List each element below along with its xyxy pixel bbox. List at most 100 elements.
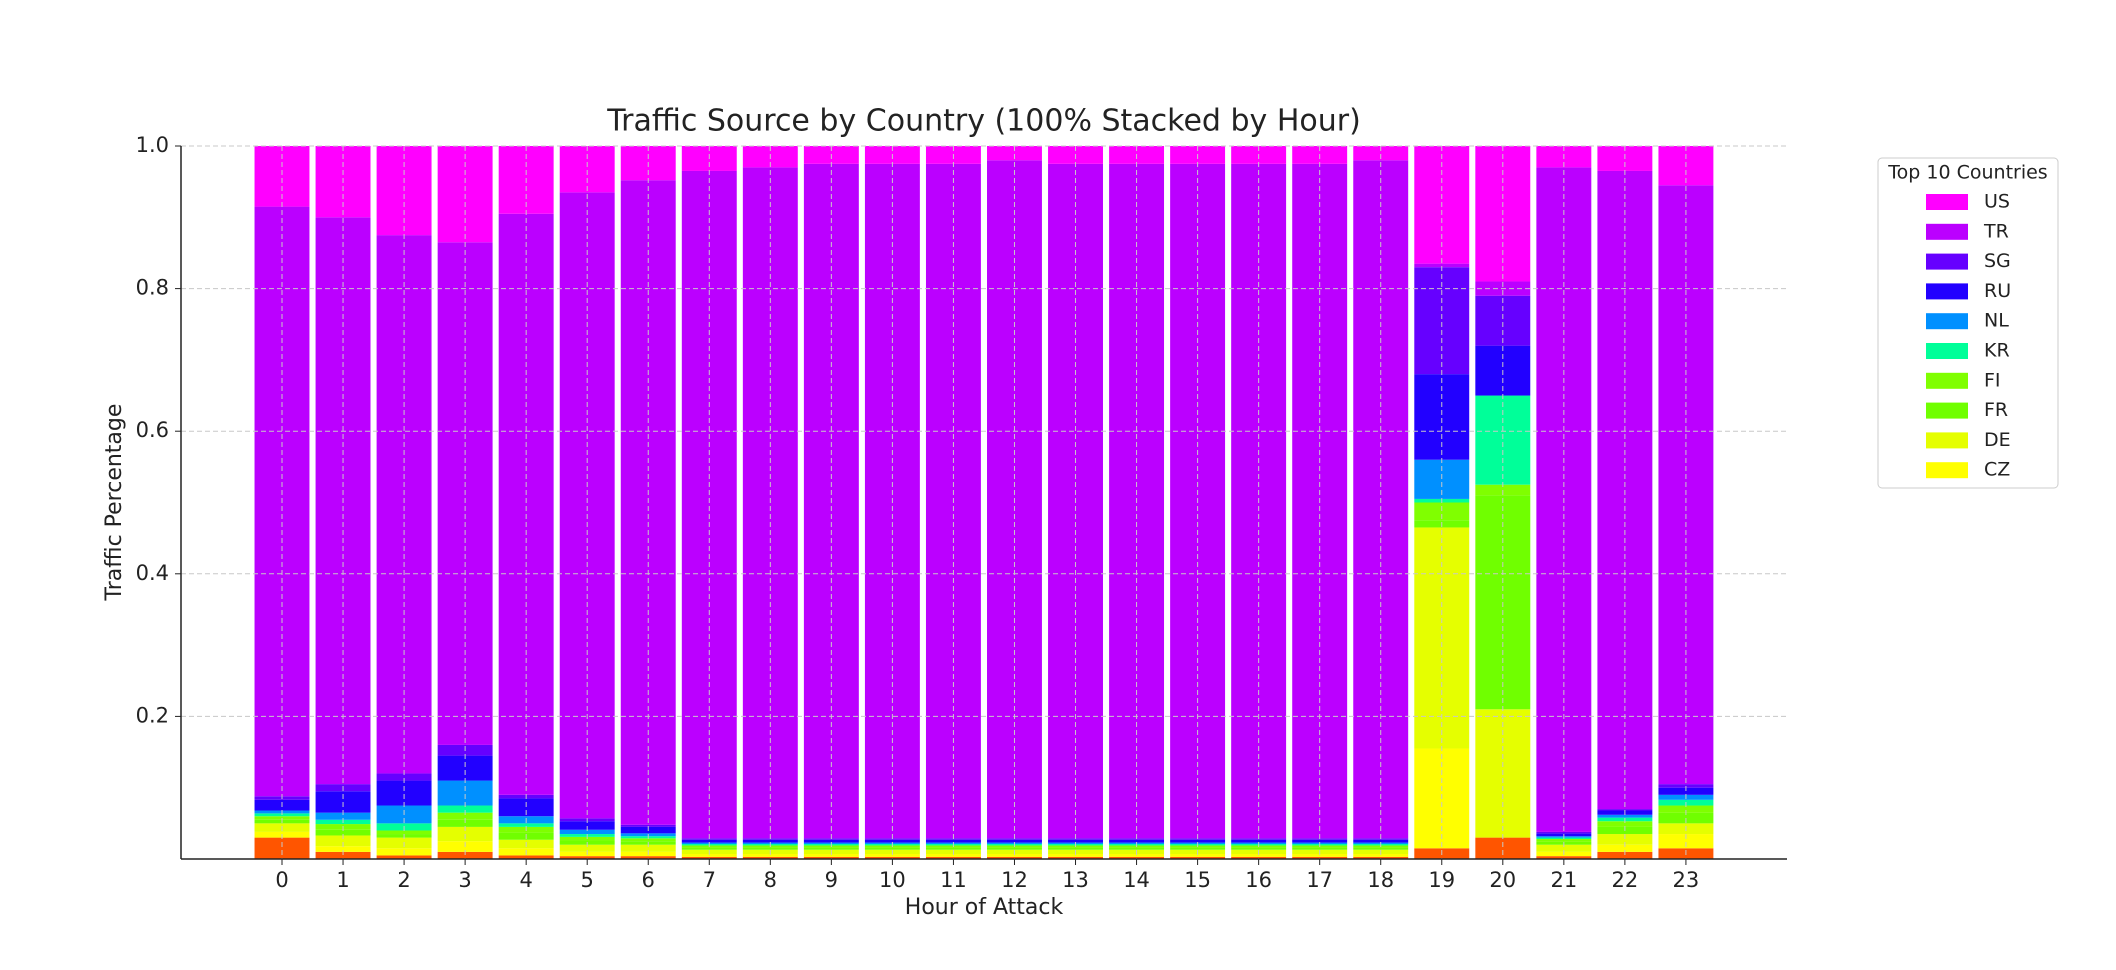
bar-segment xyxy=(437,805,493,813)
bar-segment xyxy=(1414,502,1470,521)
bar-segment xyxy=(1414,263,1470,268)
x-tick-label: 15 xyxy=(1184,868,1211,892)
bar-segment xyxy=(498,855,554,859)
x-tick-label: 18 xyxy=(1367,868,1394,892)
y-axis-label: Traffic Percentage xyxy=(102,404,127,602)
bar-segment xyxy=(1048,838,1103,840)
bar-segment xyxy=(1109,856,1165,859)
bar-segment xyxy=(1170,839,1226,843)
bar-segment xyxy=(803,854,859,857)
bar-segment xyxy=(925,854,981,857)
bar-segment xyxy=(498,798,554,817)
bar-segment xyxy=(1231,839,1287,843)
x-tick-label: 19 xyxy=(1428,868,1455,892)
bar-segment xyxy=(1292,856,1348,859)
bar-segment xyxy=(1231,847,1287,850)
bar-segment xyxy=(925,839,981,843)
bar-segment xyxy=(1292,854,1348,857)
bar-segment xyxy=(559,146,615,193)
legend-title: Top 10 Countries xyxy=(1887,162,2047,184)
bar-segment xyxy=(315,791,371,813)
y-tick-label: 0.6 xyxy=(136,418,169,442)
bar-segment xyxy=(1475,837,1531,859)
x-tick-label: 11 xyxy=(940,868,967,892)
bar-segment xyxy=(864,847,920,850)
bar-segment xyxy=(681,839,737,843)
bar-segment xyxy=(987,856,1042,859)
y-tick-label: 0.8 xyxy=(136,276,169,300)
y-tick-label: 0.2 xyxy=(136,703,169,727)
bar-segment xyxy=(1109,854,1165,857)
bar-segment xyxy=(925,856,981,859)
bar-segment xyxy=(1170,856,1226,859)
bar-segment xyxy=(925,847,981,850)
bar-segment xyxy=(1658,784,1714,788)
bar-segment xyxy=(1109,847,1165,850)
bar-segment xyxy=(681,854,737,857)
bar-segment xyxy=(437,755,493,781)
bar-segment xyxy=(437,812,493,820)
bar-segment xyxy=(315,835,371,847)
bar-segment xyxy=(1353,146,1409,161)
bar-segment xyxy=(1231,854,1287,857)
bar-segment xyxy=(1048,839,1103,843)
x-tick-label: 14 xyxy=(1123,868,1150,892)
bar-segment xyxy=(1658,805,1714,813)
bar-segment xyxy=(1109,839,1165,843)
bar-segment xyxy=(1109,838,1165,840)
x-tick-label: 10 xyxy=(879,868,906,892)
bar-segment xyxy=(1597,809,1653,811)
bar-segment xyxy=(1170,854,1226,857)
bar-segment xyxy=(987,146,1042,161)
bar-segment xyxy=(1536,831,1592,834)
bar-segment xyxy=(1353,847,1409,850)
bar-segment xyxy=(864,838,920,840)
bar-segment xyxy=(437,780,493,806)
bar-segment xyxy=(559,844,615,852)
bar-segment xyxy=(1292,847,1348,850)
x-tick-label: 1 xyxy=(336,868,349,892)
bar-segment xyxy=(498,823,554,827)
bar-segment xyxy=(987,854,1042,857)
bar-segment xyxy=(620,838,676,842)
bar-segment xyxy=(742,854,798,857)
x-tick-label: 22 xyxy=(1612,868,1639,892)
legend-swatch xyxy=(1926,223,1968,240)
bar-segment xyxy=(987,847,1042,850)
bar-segment xyxy=(1597,834,1653,845)
legend-swatch xyxy=(1926,313,1968,330)
bar-segment xyxy=(376,780,432,806)
bar-segment xyxy=(315,851,371,859)
bar-segment xyxy=(864,839,920,843)
bar-segment xyxy=(1353,839,1409,843)
y-tick-label: 0.4 xyxy=(136,561,169,585)
legend-label: DE xyxy=(1984,429,2011,451)
bar-segment xyxy=(437,819,493,827)
bar-segment xyxy=(1597,821,1653,827)
bar-segment xyxy=(1048,854,1103,857)
bar-segment xyxy=(987,839,1042,843)
bar-segment xyxy=(864,856,920,859)
bar-segment xyxy=(559,821,615,830)
legend-label: RU xyxy=(1984,280,2011,302)
x-tick-label: 23 xyxy=(1673,868,1700,892)
x-tick-label: 6 xyxy=(642,868,655,892)
bar-segment xyxy=(1597,851,1653,859)
bar-segment xyxy=(315,829,371,836)
bar-segment xyxy=(742,856,798,859)
bar-segment xyxy=(376,830,432,835)
bar-segment xyxy=(620,844,676,852)
bar-segment xyxy=(681,856,737,859)
legend-swatch xyxy=(1926,372,1968,389)
x-tick-label: 0 xyxy=(275,868,288,892)
legend-swatch xyxy=(1926,194,1968,210)
x-tick-label: 9 xyxy=(825,868,838,892)
bar-segment xyxy=(1292,838,1348,840)
x-tick-label: 3 xyxy=(458,868,471,892)
x-tick-label: 20 xyxy=(1489,868,1516,892)
x-tick-label: 7 xyxy=(703,868,716,892)
bar-segment xyxy=(1536,856,1592,859)
bar-segment xyxy=(1231,838,1287,840)
x-tick-label: 5 xyxy=(581,868,594,892)
x-tick-label: 13 xyxy=(1062,868,1089,892)
